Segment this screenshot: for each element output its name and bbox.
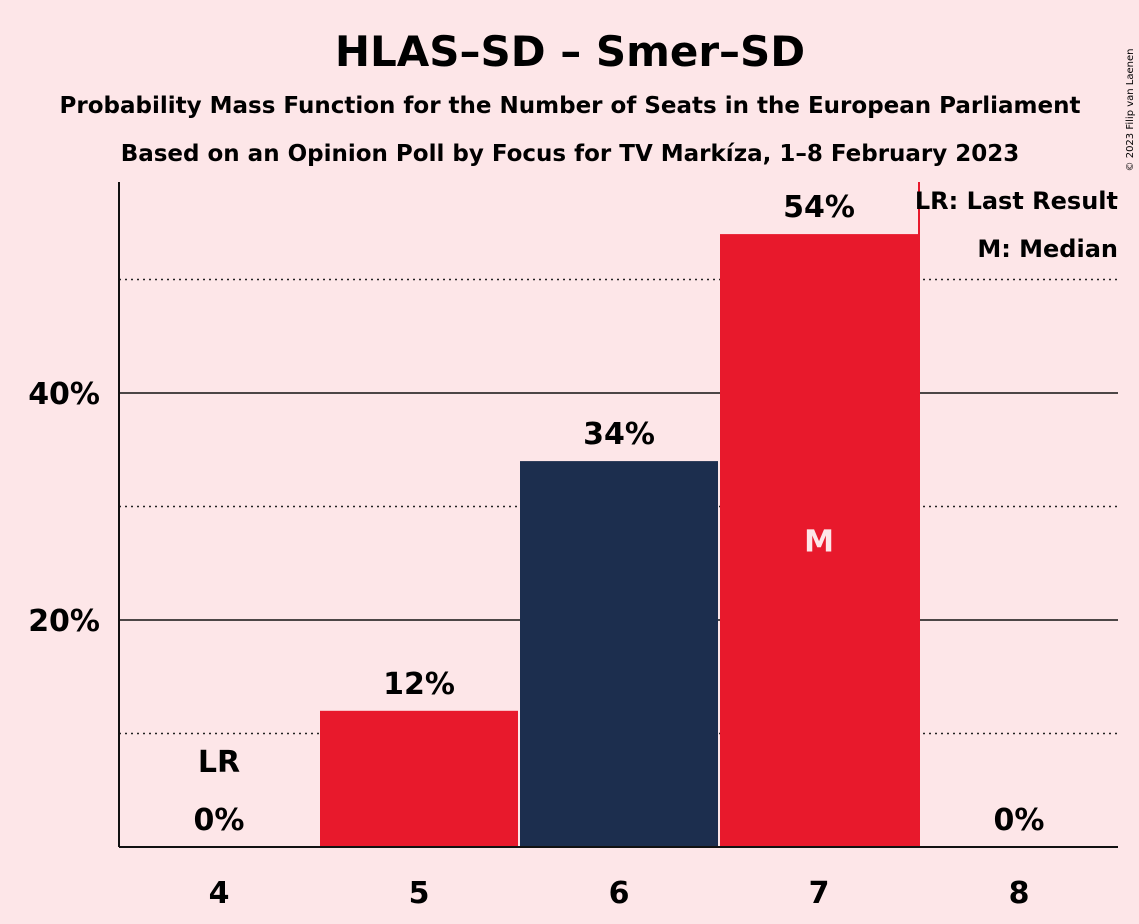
value-label-6: 34% bbox=[583, 417, 655, 452]
value-label-8: 0% bbox=[994, 803, 1045, 838]
x-tick-label-5: 5 bbox=[409, 876, 430, 911]
bar-seat-6 bbox=[520, 461, 718, 847]
chart-title: HLAS–SD – Smer–SD bbox=[335, 27, 805, 76]
legend-median: M: Median bbox=[977, 235, 1118, 263]
bar-seat-7 bbox=[720, 234, 918, 848]
y-tick-label-0: 20% bbox=[28, 604, 100, 639]
value-label-4: 0% bbox=[194, 803, 245, 838]
x-tick-label-7: 7 bbox=[809, 876, 830, 911]
x-tick-label-6: 6 bbox=[609, 876, 630, 911]
median-marker: M bbox=[804, 525, 834, 560]
copyright-text: © 2023 Filip van Laenen bbox=[1125, 49, 1136, 172]
legend: LR: Last Result M: Median bbox=[915, 187, 1118, 263]
x-tick-label-8: 8 bbox=[1009, 876, 1030, 911]
value-label-5: 12% bbox=[383, 667, 455, 702]
chart-subtitle-2: Based on an Opinion Poll by Focus for TV… bbox=[121, 141, 1020, 167]
bars bbox=[320, 182, 920, 848]
value-label-7: 54% bbox=[783, 190, 855, 225]
axes: 20% 40% 4 5 6 7 8 bbox=[28, 182, 1118, 911]
legend-last-result: LR: Last Result bbox=[915, 187, 1118, 215]
chart-subtitle: Probability Mass Function for the Number… bbox=[60, 93, 1081, 119]
last-result-marker: LR bbox=[198, 745, 240, 780]
bar-labels: 0% LR 12% 34% 54% M 0% bbox=[194, 190, 1045, 838]
x-tick-label-4: 4 bbox=[209, 876, 230, 911]
y-tick-label-1: 40% bbox=[28, 377, 100, 412]
bar-seat-5 bbox=[320, 710, 518, 847]
